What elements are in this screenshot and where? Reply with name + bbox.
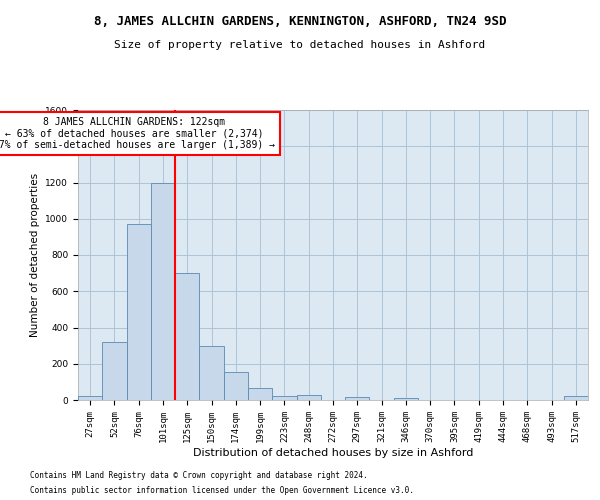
X-axis label: Distribution of detached houses by size in Ashford: Distribution of detached houses by size … (193, 448, 473, 458)
Y-axis label: Number of detached properties: Number of detached properties (30, 173, 40, 337)
Text: Size of property relative to detached houses in Ashford: Size of property relative to detached ho… (115, 40, 485, 50)
Bar (248, 388, 272, 400)
Bar (394, 398, 418, 400)
Bar (102, 342, 127, 400)
Text: 8 JAMES ALLCHIN GARDENS: 122sqm
← 63% of detached houses are smaller (2,374)
37%: 8 JAMES ALLCHIN GARDENS: 122sqm ← 63% of… (0, 117, 275, 150)
Bar (78, 396, 102, 400)
Text: Contains public sector information licensed under the Open Government Licence v3: Contains public sector information licen… (30, 486, 414, 495)
Bar (272, 396, 296, 400)
Bar (199, 346, 224, 400)
Bar (345, 398, 370, 400)
Bar (175, 273, 199, 400)
Text: Contains HM Land Registry data © Crown copyright and database right 2024.: Contains HM Land Registry data © Crown c… (30, 471, 368, 480)
Bar (127, 224, 151, 400)
Bar (564, 396, 588, 400)
Bar (296, 396, 321, 400)
Text: 8, JAMES ALLCHIN GARDENS, KENNINGTON, ASHFORD, TN24 9SD: 8, JAMES ALLCHIN GARDENS, KENNINGTON, AS… (94, 15, 506, 28)
Bar (151, 182, 175, 400)
Bar (224, 372, 248, 400)
